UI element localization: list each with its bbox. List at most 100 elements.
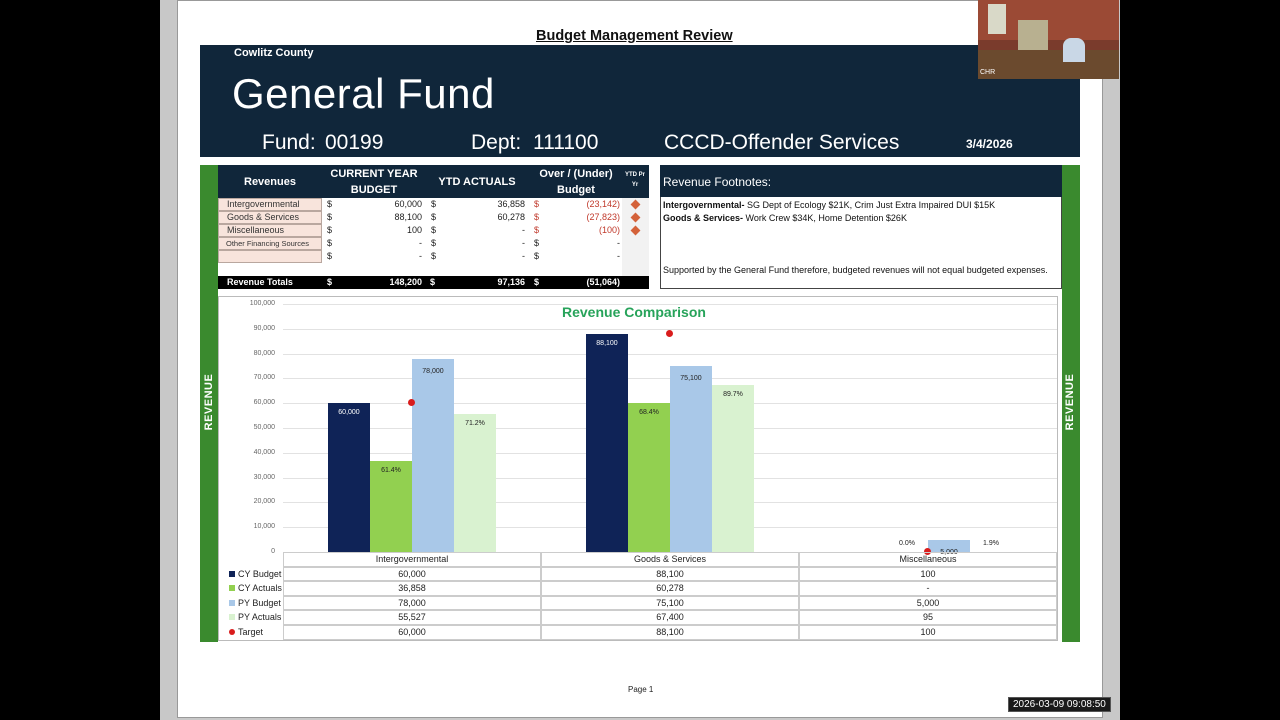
row-currency-budget: $	[327, 212, 333, 222]
chart-title: Revenue Comparison	[562, 304, 706, 320]
bar-data-label: 60,000	[338, 409, 360, 417]
data-table-cell: 55,527	[283, 610, 541, 625]
totals-over-under: (51,064)	[586, 277, 620, 287]
footnote-intergovernmental-text: SG Dept of Ecology $21K, Crim Just Extra…	[744, 200, 996, 210]
footnote-goods-services: Goods & Services- Work Crew $34K, Home D…	[663, 212, 907, 224]
row-ytd-actuals: -	[522, 251, 525, 261]
legend-label: CY Budget	[238, 568, 282, 579]
data-table-cell: 5,000	[799, 595, 1057, 611]
header-over-under: Over / (Under) Budget	[539, 168, 613, 196]
data-table-cell: 67,400	[541, 610, 799, 625]
dept-number: 111100	[533, 131, 599, 154]
data-table-cell: 60,000	[283, 625, 541, 640]
footnote-general-fund: Supported by the General Fund therefore,…	[663, 265, 1048, 275]
revenue-row-label: Goods & Services	[218, 211, 322, 224]
target-marker	[924, 547, 931, 555]
legend-label: PY Actuals	[238, 612, 282, 623]
bar-data-label: 1.9%	[983, 540, 999, 547]
y-axis-tick-label: 100,000	[249, 300, 275, 307]
fund-label: Fund:	[262, 131, 316, 154]
legend-label: Target	[238, 627, 264, 637]
footnote-goods-services-text: Work Crew $34K, Home Detention $26K	[743, 213, 907, 223]
revenue-totals-row	[218, 276, 649, 289]
y-axis-tick-label: 50,000	[253, 424, 275, 431]
row-currency-ytd: $	[431, 225, 437, 235]
y-axis-tick-label: 20,000	[253, 498, 275, 506]
y-axis-tick-label: 80,000	[253, 349, 275, 357]
footnotes-header	[660, 165, 1062, 197]
revenue-row-label: Other Financing Sources	[218, 237, 322, 250]
legend-entry: CY Budget	[229, 567, 283, 582]
row-currency-over: $	[534, 225, 540, 235]
video-desk	[978, 50, 1119, 79]
fund-banner	[200, 45, 1080, 157]
data-table-cell: 78,000	[283, 595, 541, 611]
legend-swatch	[229, 629, 235, 635]
dept-name: CCCD-Offender Services	[664, 131, 900, 154]
row-budget: 60,000	[394, 199, 422, 209]
row-ytd-actuals: -	[522, 225, 525, 235]
row-over-under: (23,142)	[586, 199, 620, 209]
row-budget: 100	[406, 225, 422, 235]
y-axis-tick-label: 10,000	[253, 523, 275, 531]
y-axis-tick-label: 70,000	[253, 374, 275, 382]
row-currency-budget: $	[327, 238, 333, 248]
row-currency-ytd: $	[431, 212, 437, 222]
row-budget: 88,100	[394, 212, 422, 222]
bar-data-label: 61.4%	[381, 466, 401, 474]
legend-swatch	[229, 585, 235, 592]
county-name: Cowlitz County	[234, 47, 314, 59]
video-window	[988, 4, 1006, 34]
header-ytd-prior-year: YTD Pr Yr	[624, 172, 645, 188]
row-currency-over: $	[534, 251, 540, 261]
y-axis-tick-label: 0	[271, 548, 275, 555]
page-number: Page 1	[628, 685, 654, 694]
video-timestamp: 2026-03-09 09:08:50	[1008, 697, 1111, 712]
row-ytd-actuals: 60,278	[497, 212, 525, 222]
y-axis-tick-label: 60,000	[253, 399, 275, 407]
totals-label: Revenue Totals	[227, 277, 293, 287]
chart-bar	[928, 539, 970, 552]
chart-bar	[412, 358, 454, 552]
x-axis-category-label: Miscellaneous	[799, 552, 1057, 567]
row-currency-over: $	[534, 238, 540, 248]
bar-data-label: 71.2%	[465, 420, 485, 428]
revenue-table-header	[218, 165, 649, 198]
chart-gridline	[283, 304, 1057, 305]
data-table-cell: 95	[799, 610, 1057, 625]
header-budget: CURRENT YEAR BUDGET	[330, 168, 418, 196]
dept-label: Dept:	[471, 131, 522, 154]
totals-budget: 148,200	[389, 277, 422, 287]
data-table-cell: 60,000	[283, 566, 541, 582]
bar-data-label: 88,100	[596, 339, 618, 347]
video-person	[1063, 38, 1085, 62]
row-currency-ytd: $	[431, 238, 437, 248]
legend-label: CY Actuals	[238, 583, 282, 594]
revenue-row-label: Intergovernmental	[218, 198, 322, 211]
totals-currency-2: $	[430, 277, 436, 287]
ytd-py-column	[622, 198, 649, 276]
row-budget: -	[419, 251, 422, 261]
row-over-under: (27,823)	[586, 212, 620, 222]
chart-bar	[328, 403, 370, 552]
data-table-cell: 100	[799, 566, 1057, 582]
target-marker	[666, 329, 673, 337]
row-currency-ytd: $	[431, 199, 437, 209]
row-ytd-actuals: -	[522, 238, 525, 248]
chart-bar	[712, 384, 754, 552]
bar-data-label: 68.4%	[639, 408, 659, 416]
data-table-cell: 60,278	[541, 581, 799, 596]
right-sidebar-label: REVENUE	[1064, 373, 1076, 431]
bar-data-label: 0.0%	[899, 540, 915, 547]
revenue-row-label: Miscellaneous	[218, 224, 322, 237]
row-currency-ytd: $	[431, 251, 437, 261]
data-table-cell: 75,100	[541, 595, 799, 611]
legend-swatch	[229, 570, 235, 577]
legend-entry: CY Actuals	[229, 581, 283, 596]
legend-entry: Target	[229, 625, 283, 640]
chart-bar	[586, 333, 628, 552]
x-axis-category-label: Intergovernmental	[283, 552, 541, 567]
document-title: Budget Management Review	[536, 28, 733, 44]
x-axis-category-label: Goods & Services	[541, 552, 799, 567]
fund-number: 00199	[325, 131, 384, 154]
